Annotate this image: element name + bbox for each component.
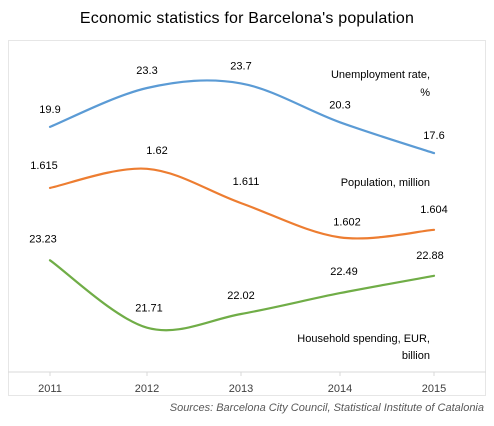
x-tick-label: 2015	[422, 383, 446, 395]
series-line-3	[48, 259, 436, 332]
series-name-label: %	[420, 87, 430, 99]
data-label: 17.6	[423, 130, 444, 142]
chart-source: Sources: Barcelona City Council, Statist…	[169, 402, 484, 414]
data-label: 20.3	[329, 99, 350, 111]
data-label: 22.49	[330, 266, 358, 278]
series-name-label: billion	[402, 350, 430, 362]
data-label: 19.9	[39, 104, 60, 116]
x-tick-label: 2012	[135, 383, 159, 395]
data-label: 23.3	[136, 65, 157, 77]
data-label: 1.615	[30, 160, 58, 172]
x-tick-label: 2013	[229, 383, 253, 395]
data-label: 22.88	[416, 250, 444, 262]
data-label: 1.62	[146, 145, 167, 157]
data-label: 23.7	[230, 60, 251, 72]
series-line-2	[48, 167, 436, 240]
chart-title: Economic statistics for Barcelona's popu…	[79, 10, 415, 27]
series-name-label: Population, million	[341, 177, 430, 189]
data-label: 23.23	[29, 233, 57, 245]
series-name-label: Household spending, EUR,	[297, 333, 430, 345]
plot-border	[8, 40, 486, 396]
series-line-1	[48, 79, 436, 155]
x-tick-label: 2011	[38, 383, 62, 395]
data-label: 1.602	[333, 216, 361, 228]
data-label: 1.604	[420, 204, 448, 216]
x-tick-label: 2014	[328, 383, 352, 395]
data-label: 21.71	[135, 303, 163, 315]
series-name-label: Unemployment rate,	[331, 69, 430, 81]
data-label: 1.611	[233, 176, 260, 188]
data-label: 22.02	[227, 290, 255, 302]
